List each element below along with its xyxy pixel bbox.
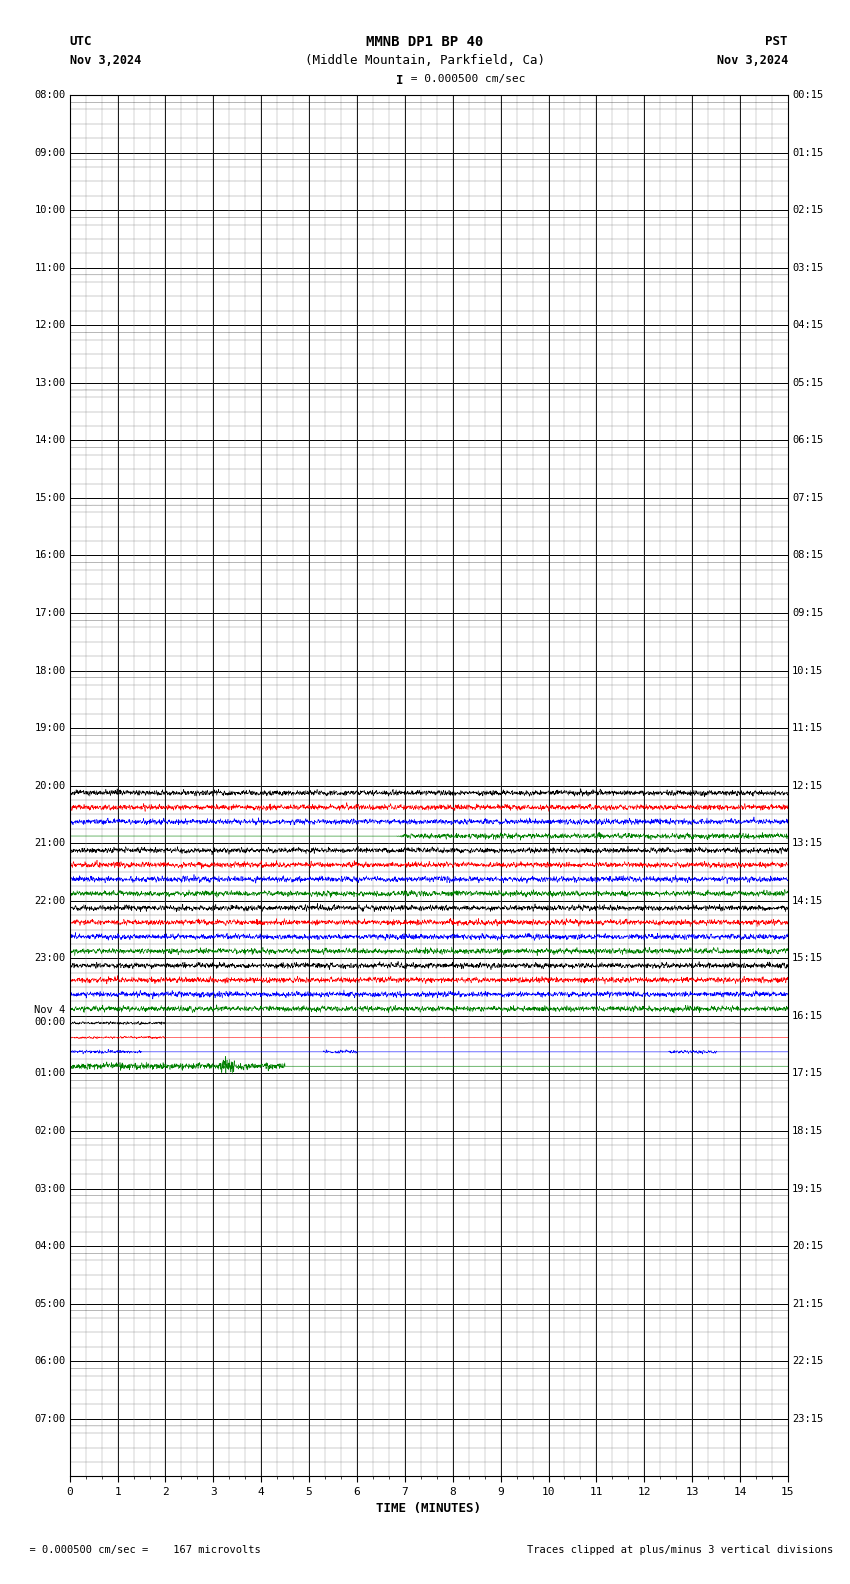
Text: I: I <box>396 74 403 87</box>
Text: = 0.000500 cm/sec =    167 microvolts: = 0.000500 cm/sec = 167 microvolts <box>17 1546 261 1555</box>
Text: Traces clipped at plus/minus 3 vertical divisions: Traces clipped at plus/minus 3 vertical … <box>527 1546 833 1555</box>
Text: (Middle Mountain, Parkfield, Ca): (Middle Mountain, Parkfield, Ca) <box>305 54 545 67</box>
Text: PST: PST <box>766 35 788 48</box>
Text: MMNB DP1 BP 40: MMNB DP1 BP 40 <box>366 35 484 49</box>
Text: = 0.000500 cm/sec: = 0.000500 cm/sec <box>404 74 525 84</box>
X-axis label: TIME (MINUTES): TIME (MINUTES) <box>377 1502 481 1516</box>
Text: Nov 3,2024: Nov 3,2024 <box>717 54 788 67</box>
Text: UTC: UTC <box>70 35 92 48</box>
Text: Nov 3,2024: Nov 3,2024 <box>70 54 141 67</box>
